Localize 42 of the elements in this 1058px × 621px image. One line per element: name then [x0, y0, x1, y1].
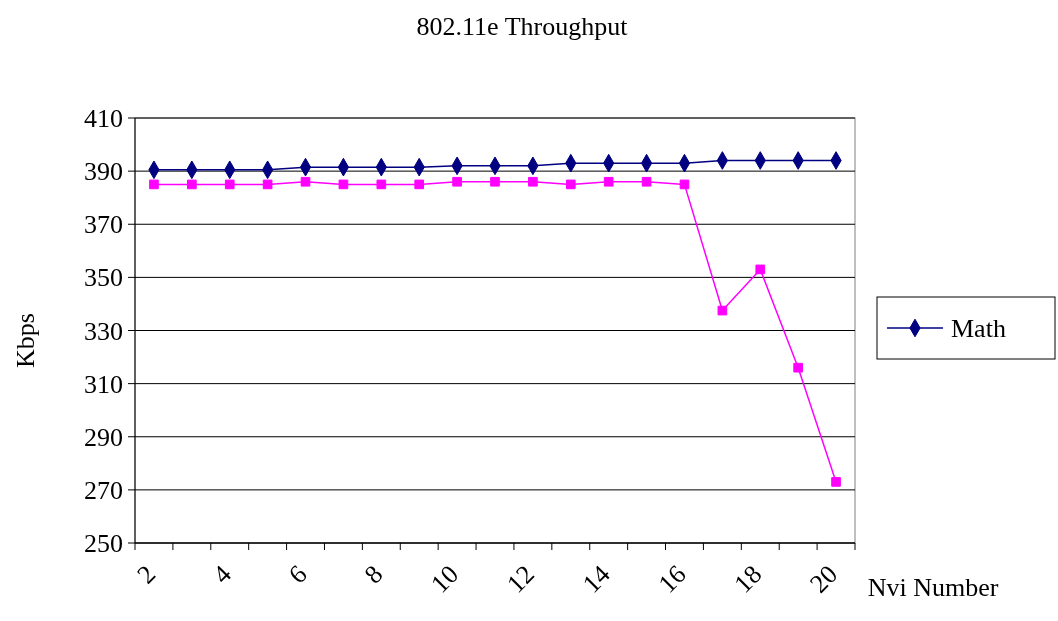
- y-tick-label: 370: [84, 210, 123, 240]
- y-tick-label: 270: [84, 475, 123, 505]
- point: [376, 179, 387, 190]
- point: [528, 176, 538, 187]
- x-tick-label: 6: [282, 559, 313, 590]
- point: [793, 362, 803, 373]
- point: [679, 179, 690, 190]
- point: [452, 176, 462, 187]
- y-tick-label: 350: [84, 263, 123, 293]
- point: [755, 264, 766, 275]
- point: [149, 179, 159, 190]
- y-tick-label: 410: [84, 104, 123, 134]
- y-tick-label: 290: [84, 422, 123, 452]
- x-axis-title: Nvi Number: [867, 573, 999, 602]
- point: [641, 176, 652, 187]
- x-tick-label: 16: [652, 559, 692, 599]
- y-tick-label: 310: [84, 369, 123, 399]
- point: [717, 305, 728, 316]
- point: [490, 176, 500, 187]
- x-tick-label: 20: [804, 559, 844, 599]
- x-tick-label: 12: [501, 559, 541, 599]
- point: [300, 176, 311, 187]
- legend-label: Math: [951, 314, 1006, 344]
- y-axis-title: Kbps: [11, 313, 40, 368]
- y-tick-label: 390: [84, 157, 123, 187]
- point: [187, 179, 197, 190]
- x-tick-label: 14: [576, 559, 616, 599]
- point: [414, 179, 425, 190]
- point: [262, 179, 273, 190]
- point: [831, 477, 841, 487]
- x-tick-label: 8: [358, 559, 389, 590]
- x-tick-label: 18: [728, 559, 768, 599]
- y-tick-label: 250: [84, 529, 123, 559]
- x-tick-label: 2: [131, 559, 162, 590]
- chart-title: 802.11e Throughput: [416, 12, 629, 41]
- x-tick-label: 4: [207, 559, 237, 590]
- point: [565, 179, 576, 190]
- y-tick-label: 330: [84, 316, 123, 346]
- point: [338, 179, 349, 190]
- point: [224, 179, 235, 190]
- x-tick-label: 10: [425, 559, 465, 599]
- point: [603, 176, 614, 187]
